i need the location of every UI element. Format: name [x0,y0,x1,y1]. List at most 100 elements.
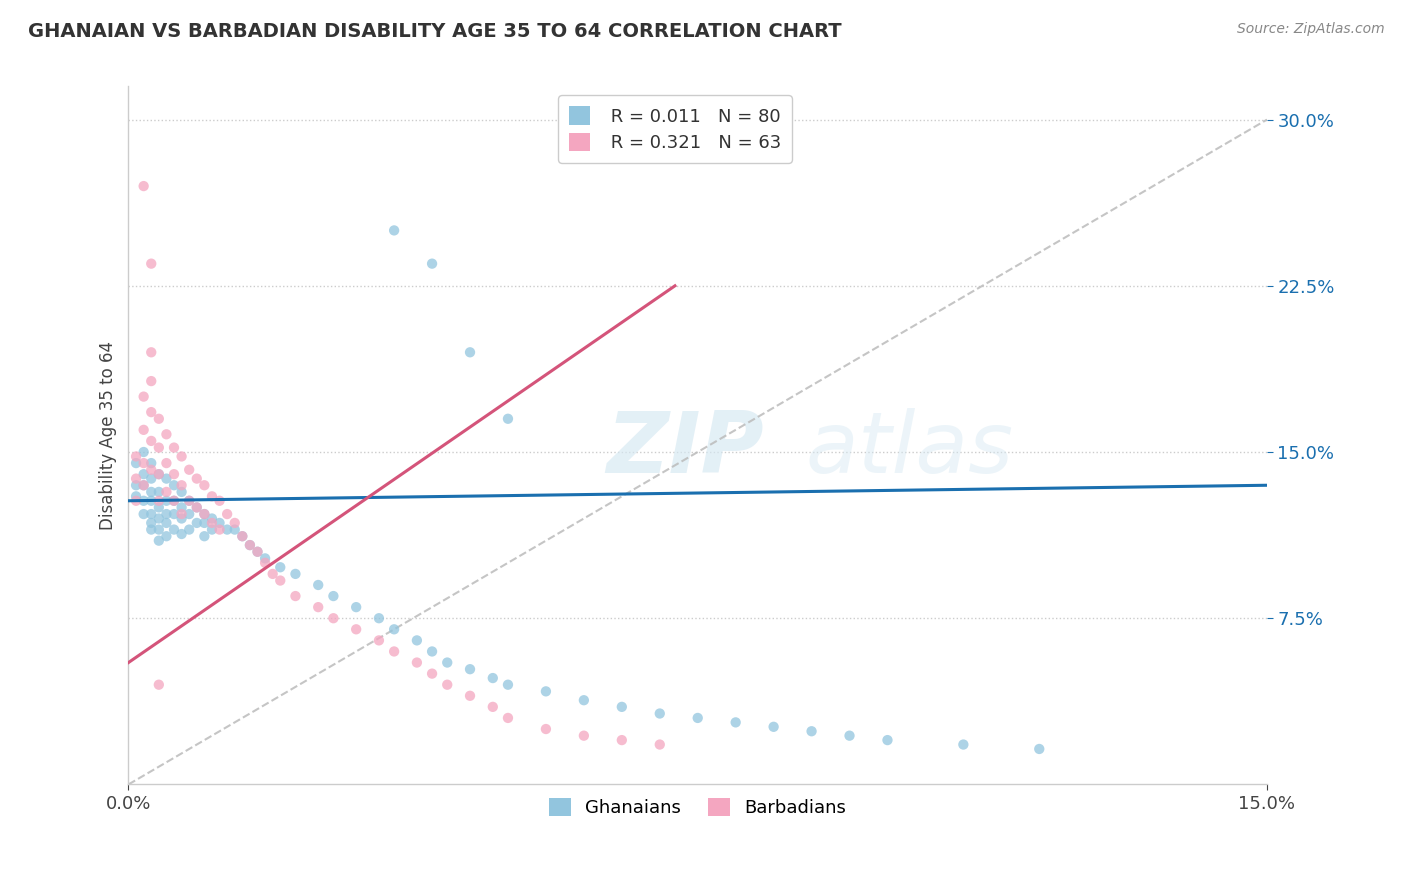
Point [125,478,148,492]
Point [610,733,633,747]
Text: Source: ZipAtlas.com: Source: ZipAtlas.com [1237,22,1385,37]
Point [132,179,155,194]
Point [246,545,269,559]
Point [155,484,177,499]
Point [170,450,193,464]
Point [224,523,246,537]
Point [148,678,170,692]
Point [231,529,253,543]
Point [155,516,177,530]
Legend: Ghanaians, Barbadians: Ghanaians, Barbadians [541,790,853,824]
Point [132,467,155,482]
Point [170,507,193,521]
Point [193,529,215,543]
Point [610,699,633,714]
Point [458,689,481,703]
Point [284,589,307,603]
Point [125,472,148,486]
Point [148,533,170,548]
Point [368,611,391,625]
Point [208,523,231,537]
Point [231,529,253,543]
Point [186,500,208,515]
Point [132,445,155,459]
Point [239,538,262,552]
Point [132,478,155,492]
Point [155,472,177,486]
Point [155,456,177,470]
Point [141,472,163,486]
Point [201,523,224,537]
Point [179,493,201,508]
Point [420,644,443,658]
Point [155,507,177,521]
Point [382,644,405,658]
Point [217,507,239,521]
Point [254,556,277,570]
Point [148,467,170,482]
Point [648,738,671,752]
Point [952,738,974,752]
Point [141,463,163,477]
Text: GHANAIAN VS BARBADIAN DISABILITY AGE 35 TO 64 CORRELATION CHART: GHANAIAN VS BARBADIAN DISABILITY AGE 35 … [28,22,842,41]
Point [420,666,443,681]
Point [155,493,177,508]
Point [762,720,785,734]
Point [838,729,860,743]
Point [179,493,201,508]
Point [141,374,163,388]
Point [436,678,458,692]
Point [141,345,163,359]
Point [481,699,503,714]
Point [201,511,224,525]
Point [125,456,148,470]
Point [436,656,458,670]
Point [148,484,170,499]
Point [163,441,186,455]
Point [155,529,177,543]
Point [141,507,163,521]
Point [269,574,291,588]
Point [193,507,215,521]
Point [148,467,170,482]
Point [481,671,503,685]
Point [876,733,898,747]
Point [141,405,163,419]
Point [246,545,269,559]
Point [125,450,148,464]
Point [132,423,155,437]
Point [208,493,231,508]
Text: atlas: atlas [806,408,1014,491]
Point [163,507,186,521]
Point [170,500,193,515]
Point [217,523,239,537]
Point [800,724,823,739]
Point [163,493,186,508]
Point [1028,742,1050,756]
Point [648,706,671,721]
Point [170,511,193,525]
Point [269,560,291,574]
Point [163,493,186,508]
Point [322,611,344,625]
Point [193,478,215,492]
Point [224,516,246,530]
Point [141,456,163,470]
Point [179,523,201,537]
Point [125,493,148,508]
Point [148,441,170,455]
Point [496,711,519,725]
Point [141,434,163,448]
Point [496,411,519,425]
Point [132,456,155,470]
Point [179,507,201,521]
Point [284,566,307,581]
Point [420,257,443,271]
Point [307,578,329,592]
Point [186,500,208,515]
Point [141,516,163,530]
Point [148,523,170,537]
Point [148,511,170,525]
Point [193,516,215,530]
Point [572,693,595,707]
